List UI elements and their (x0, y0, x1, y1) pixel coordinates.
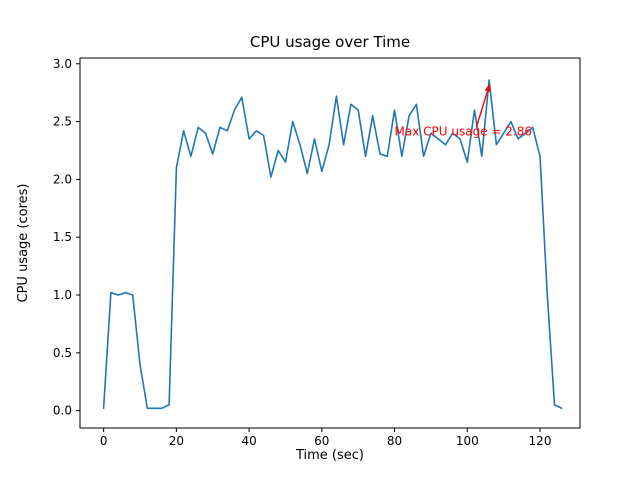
x-tick-label: 120 (529, 434, 552, 448)
annotation-text: Max CPU usage = 2.86 (395, 124, 532, 138)
y-tick-label: 1.0 (53, 288, 72, 302)
x-tick-label: 40 (241, 434, 256, 448)
x-tick-label: 80 (387, 434, 402, 448)
x-tick-label: 0 (100, 434, 108, 448)
y-axis-label: CPU usage (cores) (16, 184, 31, 303)
x-axis-ticks: 0 20 40 60 80 100 120 (100, 428, 552, 448)
chart-title: CPU usage over Time (250, 33, 410, 51)
x-tick-label: 60 (314, 434, 329, 448)
y-axis-ticks: 0.0 0.5 1.0 1.5 2.0 2.5 3.0 (53, 57, 80, 418)
y-tick-label: 2.0 (53, 172, 72, 186)
y-tick-label: 0.5 (53, 346, 72, 360)
y-tick-label: 3.0 (53, 57, 72, 71)
y-tick-label: 0.0 (53, 404, 72, 418)
cpu-usage-line-series (102, 79, 563, 410)
x-axis-label: Time (sec) (295, 448, 364, 463)
y-tick-label: 1.5 (53, 230, 72, 244)
y-tick-label: 2.5 (53, 115, 72, 129)
axes (79, 57, 581, 429)
x-tick-label: 100 (456, 434, 479, 448)
x-tick-label: 20 (169, 434, 184, 448)
annotation-arrow (475, 83, 491, 128)
